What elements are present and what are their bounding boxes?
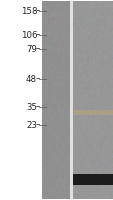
Text: 158: 158 [20,6,37,16]
Text: 106: 106 [20,30,37,40]
Text: –: – [35,102,40,112]
Text: 35: 35 [26,102,37,112]
Bar [72,174,113,184]
Text: 23: 23 [26,120,37,130]
Text: –: – [35,120,40,130]
Text: –: – [35,45,40,53]
Bar [73,110,112,115]
Text: –: – [35,6,40,16]
Bar [69,1,72,199]
Text: –: – [35,30,40,40]
Text: –: – [35,74,40,84]
Text: 79: 79 [26,45,37,53]
Text: 48: 48 [26,74,37,84]
